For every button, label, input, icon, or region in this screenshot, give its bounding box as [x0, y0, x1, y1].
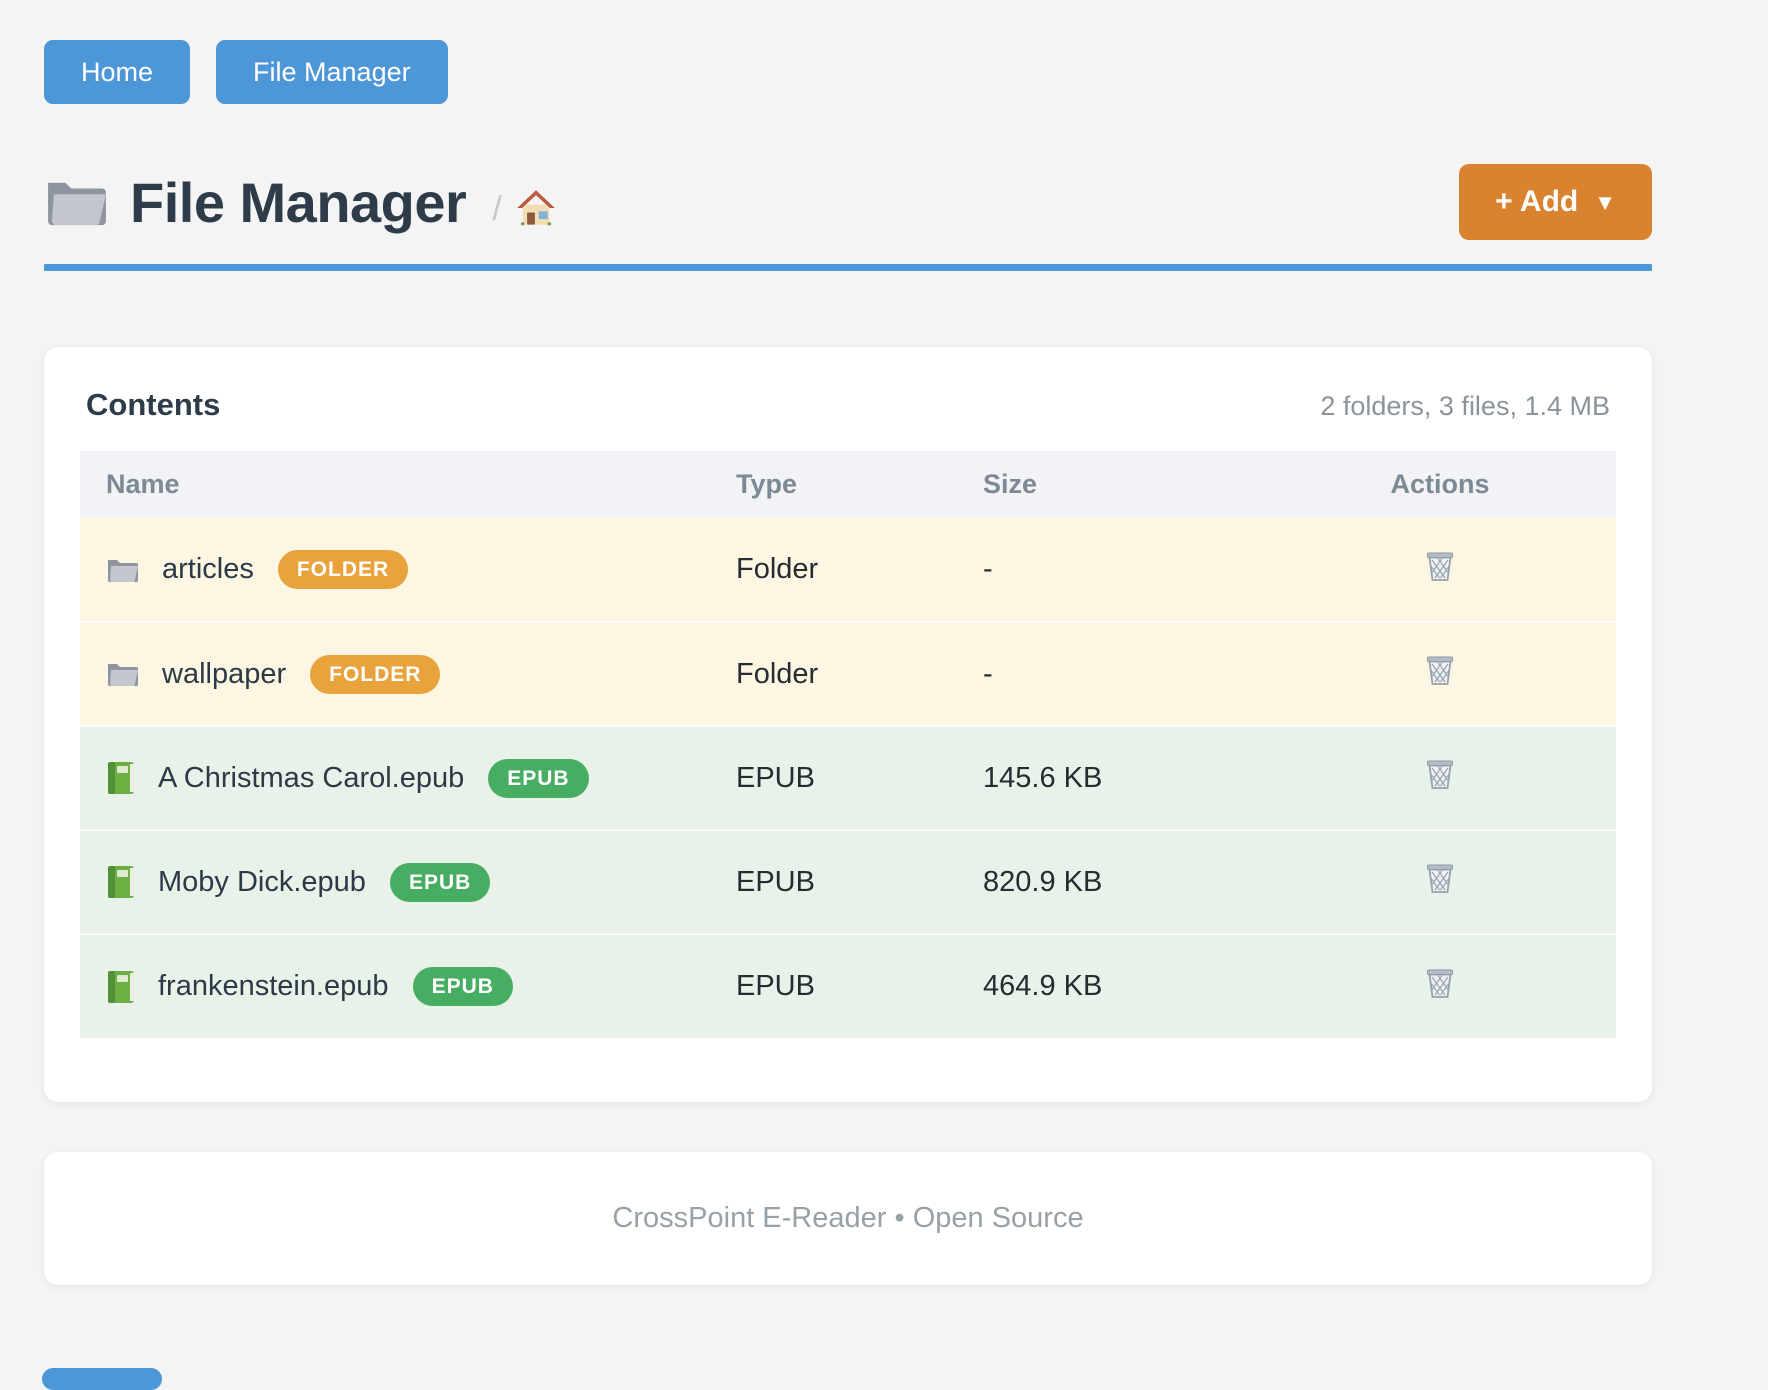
book-icon [106, 761, 136, 795]
type-cell: EPUB [736, 865, 815, 898]
size-cell: - [983, 657, 993, 690]
type-cell: EPUB [736, 970, 815, 1002]
contents-card: Contents 2 folders, 3 files, 1.4 MB Name… [44, 347, 1652, 1102]
column-header-actions: Actions [1390, 469, 1490, 499]
table-row: frankenstein.epub EPUB EPUB 464.9 KB [80, 934, 1616, 1038]
type-cell: Folder [736, 657, 819, 690]
file-name-link[interactable]: A Christmas Carol.epub [158, 761, 465, 794]
book-icon [106, 865, 136, 899]
top-nav: Home File Manager [44, 40, 1652, 104]
page: Home File Manager File Manager / [44, 40, 1652, 1285]
book-icon [106, 970, 136, 1004]
trash-icon[interactable] [1425, 653, 1455, 687]
add-button-label: + Add [1495, 185, 1579, 218]
files-table: Name Type Size Actions [80, 451, 1616, 1038]
file-name-link[interactable]: frankenstein.epub [158, 970, 389, 1002]
type-badge: EPUB [389, 862, 491, 902]
type-badge: FOLDER [277, 550, 409, 589]
type-badge: FOLDER [310, 654, 441, 694]
table-header-row: Name Type Size Actions [80, 451, 1616, 518]
house-icon[interactable] [516, 189, 556, 227]
table-row: articles FOLDER Folder - [80, 518, 1616, 622]
trash-icon[interactable] [1425, 861, 1455, 895]
header-divider [44, 264, 1652, 271]
trash-icon[interactable] [1425, 966, 1455, 1000]
nav-file-manager-button[interactable]: File Manager [216, 40, 448, 104]
add-button[interactable]: + Add ▼ [1459, 164, 1652, 240]
contents-card-header: Contents 2 folders, 3 files, 1.4 MB [80, 387, 1616, 423]
trash-icon[interactable] [1425, 757, 1455, 791]
chevron-down-icon: ▼ [1594, 190, 1616, 215]
folder-icon [106, 660, 140, 688]
page-title: File Manager [130, 170, 467, 234]
table-row: A Christmas Carol.epub EPUB EPUB 145.6 K… [80, 726, 1616, 830]
footer-text: CrossPoint E-Reader • Open Source [612, 1202, 1084, 1234]
column-header-size: Size [983, 469, 1038, 499]
size-cell: 464.9 KB [983, 970, 1103, 1002]
file-name-link[interactable]: Moby Dick.epub [158, 865, 366, 898]
file-name-link[interactable]: wallpaper [162, 657, 287, 690]
page-header: File Manager / + Add ▼ [44, 164, 1652, 240]
contents-summary: 2 folders, 3 files, 1.4 MB [1320, 391, 1610, 421]
contents-heading: Contents [86, 387, 221, 422]
file-name-link[interactable]: articles [162, 553, 254, 585]
size-cell: 820.9 KB [983, 865, 1103, 898]
type-badge: EPUB [488, 758, 589, 798]
folder-icon [106, 556, 140, 584]
type-cell: EPUB [736, 761, 815, 794]
partial-element-bottom[interactable] [42, 1368, 162, 1390]
trash-icon[interactable] [1425, 549, 1455, 583]
type-badge: EPUB [412, 967, 513, 1006]
breadcrumb-separator: / [492, 189, 502, 228]
column-header-name: Name [106, 469, 180, 499]
column-header-type: Type [736, 469, 798, 499]
table-row: Moby Dick.epub EPUB EPUB 820.9 KB [80, 830, 1616, 934]
folder-icon [44, 175, 110, 229]
size-cell: - [983, 553, 993, 585]
footer-card: CrossPoint E-Reader • Open Source [44, 1152, 1652, 1285]
size-cell: 145.6 KB [983, 761, 1103, 794]
title-group: File Manager / [44, 170, 556, 235]
nav-home-button[interactable]: Home [44, 40, 191, 104]
table-row: wallpaper FOLDER Folder - [80, 622, 1616, 726]
type-cell: Folder [736, 553, 819, 585]
